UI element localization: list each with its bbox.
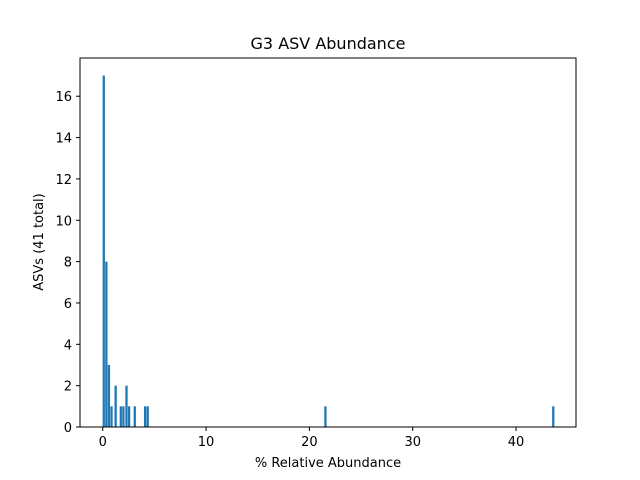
bar-11	[146, 406, 149, 427]
y-axis-label: ASVs (41 total)	[32, 193, 47, 291]
x-tick-label-2: 20	[301, 435, 318, 450]
bars-group	[102, 75, 555, 428]
y-tick-label-3: 6	[64, 297, 72, 312]
bar-4	[114, 385, 117, 427]
chart-title: G3 ASV Abundance	[251, 34, 406, 53]
x-tick-label-3: 30	[404, 435, 421, 450]
y-axis-ticks: 0 2 4 6 8 10 12 14 16	[55, 90, 80, 436]
y-tick-label-4: 8	[64, 256, 72, 271]
x-tick-label-0: 0	[99, 435, 107, 450]
x-tick-label-1: 10	[198, 435, 215, 450]
y-tick-label-0: 0	[64, 421, 72, 436]
y-tick-label-7: 14	[55, 132, 72, 147]
bar-13	[552, 406, 555, 427]
bar-10	[143, 406, 147, 427]
bar-5	[119, 406, 122, 427]
x-axis-label: % Relative Abundance	[255, 456, 401, 471]
bar-6	[122, 406, 125, 427]
bar-3	[110, 406, 113, 427]
bar-9	[133, 406, 136, 427]
bar-1	[105, 261, 108, 427]
y-tick-label-6: 12	[55, 173, 72, 188]
bar-2	[107, 364, 111, 427]
plot-area-frame	[79, 57, 577, 428]
y-tick-label-8: 16	[55, 90, 72, 105]
x-tick-label-4: 40	[508, 435, 525, 450]
bar-8	[127, 406, 131, 427]
y-tick-label-5: 10	[55, 214, 72, 229]
y-tick-label-1: 2	[64, 380, 72, 395]
bar-7	[125, 385, 128, 427]
y-tick-label-2: 4	[64, 338, 72, 353]
x-axis-ticks: 0 10 20 30 40	[99, 427, 525, 450]
bar-12	[324, 406, 327, 427]
bar-0	[102, 75, 105, 428]
